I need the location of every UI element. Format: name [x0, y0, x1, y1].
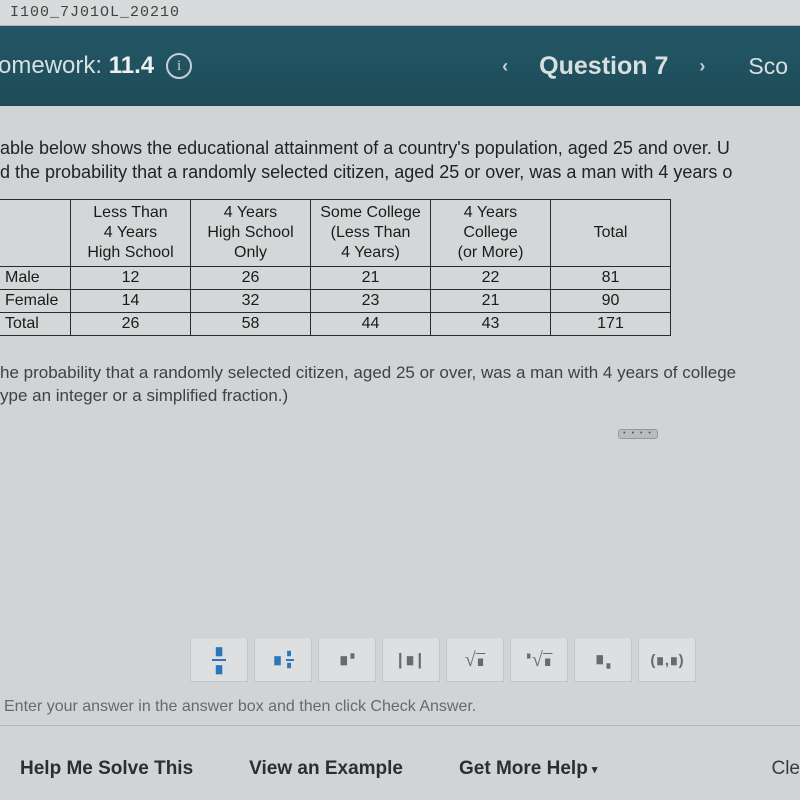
- question-intro-text: able below shows the educational attainm…: [0, 136, 800, 199]
- col-header: 4 Years College (or More): [431, 199, 551, 266]
- corner-cell: [0, 199, 71, 266]
- view-example-link[interactable]: View an Example: [249, 758, 403, 780]
- mixed-number-icon: ∎ ∎∎: [272, 650, 294, 670]
- sqrt-button[interactable]: √∎: [446, 638, 504, 682]
- ordered-pair-button[interactable]: (∎,∎): [638, 638, 696, 682]
- cell: 21: [431, 289, 551, 312]
- info-icon[interactable]: i: [166, 53, 192, 79]
- table-header-row: Less Than 4 Years High School 4 Years Hi…: [0, 199, 671, 266]
- get-more-help-link[interactable]: Get More Help ▾: [459, 758, 597, 780]
- score-label-fragment: Sco: [748, 53, 788, 80]
- exponent-button[interactable]: ∎∎: [318, 638, 376, 682]
- col-header: 4 Years High School Only: [191, 199, 311, 266]
- drag-handle-icon[interactable]: • • • •: [618, 429, 658, 439]
- row-label: Male: [0, 266, 71, 289]
- browser-tab-strip: I100_7J01OL_20210: [0, 0, 800, 26]
- cell: 44: [311, 312, 431, 335]
- nth-root-icon: ∎√∎: [526, 649, 553, 672]
- nth-root-button[interactable]: ∎√∎: [510, 638, 568, 682]
- tab-text-fragment: I100_7J01OL_20210: [10, 4, 180, 21]
- education-table: Less Than 4 Years High School 4 Years Hi…: [0, 199, 671, 336]
- col-header: Some College (Less Than 4 Years): [311, 199, 431, 266]
- math-toolbar: ∎∎ ∎ ∎∎ ∎∎ |∎| √∎ ∎√∎ ∎∎ (∎,∎): [190, 638, 696, 682]
- absolute-value-button[interactable]: |∎|: [382, 638, 440, 682]
- cell: 22: [431, 266, 551, 289]
- cell: 23: [311, 289, 431, 312]
- cell: 21: [311, 266, 431, 289]
- help-links: Help Me Solve This View an Example Get M…: [20, 758, 597, 780]
- homework-label: omework: 11.4: [0, 52, 154, 80]
- question-nav: ‹ Question 7 ›: [489, 50, 718, 82]
- help-solve-link[interactable]: Help Me Solve This: [20, 758, 193, 780]
- divider: [0, 725, 800, 726]
- cell: 81: [551, 266, 671, 289]
- caret-down-icon: ▾: [592, 763, 598, 776]
- col-header: Less Than 4 Years High School: [71, 199, 191, 266]
- answer-hint: Enter your answer in the answer box and …: [4, 698, 476, 716]
- mixed-number-button[interactable]: ∎ ∎∎: [254, 638, 312, 682]
- fraction-icon: ∎∎: [212, 645, 226, 675]
- absolute-value-icon: |∎|: [398, 650, 424, 670]
- next-question-button[interactable]: ›: [686, 50, 718, 82]
- subscript-icon: ∎∎: [594, 649, 611, 671]
- ordered-pair-icon: (∎,∎): [650, 651, 683, 669]
- cell: 58: [191, 312, 311, 335]
- cell: 43: [431, 312, 551, 335]
- prev-question-button[interactable]: ‹: [489, 50, 521, 82]
- clear-button-fragment[interactable]: Cle: [771, 758, 800, 780]
- answer-prompt: he probability that a randomly selected …: [0, 336, 800, 408]
- cell: 90: [551, 289, 671, 312]
- question-label: Question 7: [539, 52, 668, 81]
- table-row: Male 12 26 21 22 81: [0, 266, 671, 289]
- col-header: Total: [551, 199, 671, 266]
- cell: 14: [71, 289, 191, 312]
- exponent-icon: ∎∎: [338, 650, 355, 670]
- cell: 26: [71, 312, 191, 335]
- cell: 171: [551, 312, 671, 335]
- subscript-button[interactable]: ∎∎: [574, 638, 632, 682]
- row-label: Total: [0, 312, 71, 335]
- assignment-header: omework: 11.4 i ‹ Question 7 › Sco: [0, 26, 800, 106]
- table-row: Female 14 32 23 21 90: [0, 289, 671, 312]
- cell: 32: [191, 289, 311, 312]
- row-label: Female: [0, 289, 71, 312]
- fraction-button[interactable]: ∎∎: [190, 638, 248, 682]
- sqrt-icon: √∎: [465, 649, 486, 672]
- question-content: able below shows the educational attainm…: [0, 106, 800, 800]
- cell: 26: [191, 266, 311, 289]
- table-row: Total 26 58 44 43 171: [0, 312, 671, 335]
- cell: 12: [71, 266, 191, 289]
